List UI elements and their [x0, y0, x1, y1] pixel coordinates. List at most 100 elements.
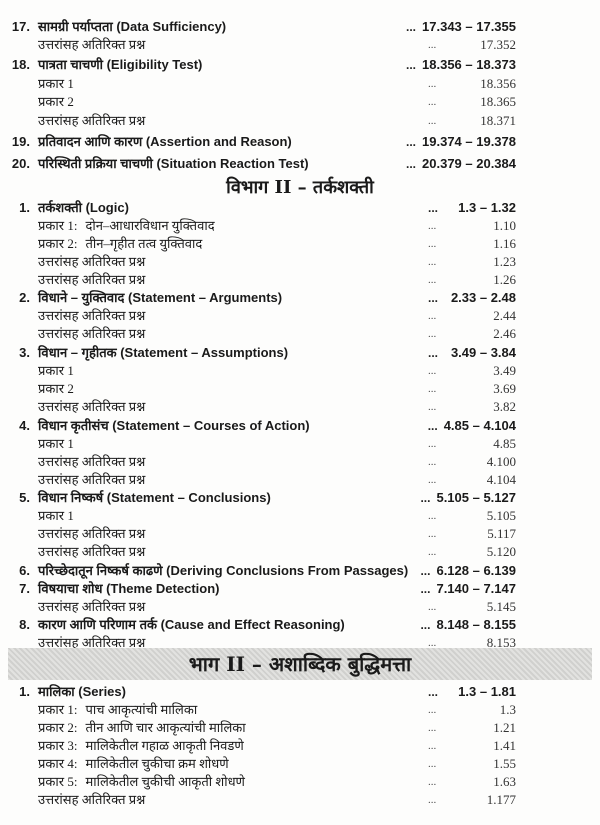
entry-title: मालिकेतील गहाळ आकृती निवडणे	[85, 738, 244, 753]
part-heading: भाग II – अशाब्दिक बुद्धिमत्ता	[188, 652, 412, 676]
toc-subentry-row: प्रकार 1: दोन–आधारविधान युक्तिवाद... 1.10	[0, 217, 600, 235]
page-ref: ... 3.82	[428, 398, 516, 416]
entry-text: प्रकार 2	[38, 93, 418, 111]
entry-title: विधान कृतीसंच (Statement – Courses of Ac…	[38, 418, 310, 433]
page-ref: ... 17.343 – 17.355	[406, 18, 516, 36]
entry-text: प्रकार 3: मालिकेतील गहाळ आकृती निवडणे	[38, 737, 418, 755]
entry-title: उत्तरांसह अतिरिक्त प्रश्न	[38, 113, 146, 128]
leader-dots: ...	[428, 346, 439, 360]
entry-title: तर्कशक्ती (Logic)	[38, 200, 129, 215]
entry-text: उत्तरांसह अतिरिक्त प्रश्न	[38, 471, 418, 489]
page-ref: ... 5.145	[428, 598, 516, 616]
entry-text: प्रकार 4: मालिकेतील चुकीचा क्रम शोधणे	[38, 755, 418, 773]
toc-subentry-row: उत्तरांसह अतिरिक्त प्रश्न ... 3.82	[0, 398, 600, 416]
entry-title: उत्तरांसह अतिरिक्त प्रश्न	[38, 635, 146, 650]
page-range: 7.140 – 7.147	[436, 581, 516, 596]
page-range: 20.379 – 20.384	[422, 156, 516, 171]
leader-dots: ...	[428, 201, 439, 215]
page-range: 2.46	[493, 326, 516, 341]
page-ref: ... 2.44	[428, 307, 516, 325]
page-ref: ... 8.153	[428, 634, 516, 652]
entry-type-label: प्रकार 2:	[38, 720, 78, 735]
part-heading-band: भाग II – अशाब्दिक बुद्धिमत्ता	[8, 648, 592, 680]
page-ref: ... 1.41	[428, 737, 516, 755]
toc-subentry-row: उत्तरांसह अतिरिक्त प्रश्न... 2.44	[0, 307, 600, 325]
page-ref: ... 4.100	[428, 453, 516, 471]
leader-dots: ...	[428, 722, 437, 734]
page-range: 4.104	[486, 472, 516, 487]
entry-title: सामग्री पर्याप्तता (Data Sufficiency)	[38, 19, 227, 34]
entry-text: उत्तरांसह अतिरिक्त प्रश्न	[38, 398, 418, 416]
page-range: 2.33 – 2.48	[450, 290, 516, 305]
chapter-number: 2.	[19, 290, 30, 305]
entry-title: उत्तरांसह अतिरिक्त प्रश्न	[38, 792, 146, 807]
page-ref: ... 19.374 – 19.378	[406, 133, 516, 151]
toc-subentry-row: उत्तरांसह अतिरिक्त प्रश्न... 2.46	[0, 325, 600, 343]
chapter-number: 3.	[19, 345, 30, 360]
page-range: 1.26	[493, 272, 516, 287]
page-range: 17.352	[480, 37, 516, 52]
page-range: 4.85	[493, 436, 516, 451]
page-ref: ... 1.177	[428, 791, 516, 809]
page-ref: ... 1.3 – 1.32	[428, 199, 516, 217]
leader-dots: ...	[428, 328, 437, 340]
page-range: 1.16	[493, 236, 516, 251]
entry-title: उत्तरांसह अतिरिक्त प्रश्न	[38, 472, 146, 487]
chapter-number: 7.	[19, 581, 30, 596]
leader-dots: ...	[420, 491, 431, 505]
leader-dots: ...	[406, 135, 417, 149]
toc-subentry-row: प्रकार 1... 4.85	[0, 435, 600, 453]
leader-dots: ...	[428, 758, 437, 770]
page-range: 6.128 – 6.139	[436, 563, 516, 578]
toc-subentry-row: उत्तरांसह अतिरिक्त प्रश्न... 17.352	[0, 36, 600, 54]
chapter-number: 5.	[19, 490, 30, 505]
entry-text: प्रकार 2: तीन आणि चार आकृत्यांची मालिका	[38, 719, 418, 737]
toc-subentry-row: प्रकार 2: तीन आणि चार आकृत्यांची मालिका..…	[0, 719, 600, 737]
toc-subentry-row: प्रकार 1: पाच आकृत्यांची मालिका... 1.3	[0, 701, 600, 719]
entry-text: उत्तरांसह अतिरिक्त प्रश्न	[38, 36, 418, 54]
entry-text: प्रकार 1	[38, 75, 418, 93]
page-ref: ... 4.85 – 4.104	[428, 417, 516, 435]
page-range: 1.177	[486, 792, 516, 807]
chapter-number: 18.	[11, 57, 30, 72]
entry-text: सामग्री पर्याप्तता (Data Sufficiency)	[38, 18, 396, 36]
entry-text: प्रकार 1	[38, 362, 418, 380]
toc-subentry-row: प्रकार 2: तीन–गृहीत तत्व युक्तिवाद... 1.16	[0, 235, 600, 253]
toc-subentry-row: उत्तरांसह अतिरिक्त प्रश्न... 18.371	[0, 112, 600, 130]
entry-title: मालिकेतील चुकीची आकृती शोधणे	[85, 774, 245, 789]
page-ref: ... 18.365	[428, 93, 516, 111]
entry-title: प्रकार 1	[38, 363, 74, 378]
entry-text: प्रकार 5: मालिकेतील चुकीची आकृती शोधणे	[38, 773, 418, 791]
page-range: 3.69	[493, 381, 516, 396]
entry-title: विधान निष्कर्ष (Statement – Conclusions)	[38, 490, 271, 505]
entry-text: प्रकार 1: पाच आकृत्यांची मालिका	[38, 701, 418, 719]
leader-dots: ...	[428, 637, 437, 649]
entry-text: उत्तरांसह अतिरिक्त प्रश्न	[38, 453, 418, 471]
entry-title: उत्तरांसह अतिरिक्त प्रश्न	[38, 272, 146, 287]
leader-dots: ...	[428, 115, 437, 127]
leader-dots: ...	[428, 456, 437, 468]
leader-dots: ...	[428, 740, 437, 752]
page-range: 3.82	[493, 399, 516, 414]
entry-title: पाच आकृत्यांची मालिका	[85, 702, 198, 717]
entry-text: कारण आणि परिणाम तर्क (Cause and Effect R…	[38, 616, 410, 634]
entry-title: पात्रता चाचणी (Eligibility Test)	[38, 57, 203, 72]
leader-dots: ...	[428, 438, 437, 450]
entry-text: प्रकार 1	[38, 435, 418, 453]
page-ref: ... 7.140 – 7.147	[420, 580, 516, 598]
page-ref: ... 1.10	[428, 217, 516, 235]
leader-dots: ...	[406, 20, 417, 34]
leader-dots: ...	[428, 291, 439, 305]
page-ref: ... 1.63	[428, 773, 516, 791]
entry-title: उत्तरांसह अतिरिक्त प्रश्न	[38, 526, 146, 541]
entry-text: प्रकार 2: तीन–गृहीत तत्व युक्तिवाद	[38, 235, 418, 253]
leader-dots: ...	[428, 546, 437, 558]
page-ref: ... 1.3 – 1.81	[428, 683, 516, 701]
entry-text: उत्तरांसह अतिरिक्त प्रश्न	[38, 525, 418, 543]
page-range: 2.44	[493, 308, 516, 323]
page-range: 5.105 – 5.127	[436, 490, 516, 505]
page-ref: ... 2.46	[428, 325, 516, 343]
toc-chapter-row: 18. पात्रता चाचणी (Eligibility Test)... 18…	[0, 56, 600, 74]
toc-chapter-row: 1. तर्कशक्ती (Logic)... 1.3 – 1.32	[0, 199, 600, 217]
